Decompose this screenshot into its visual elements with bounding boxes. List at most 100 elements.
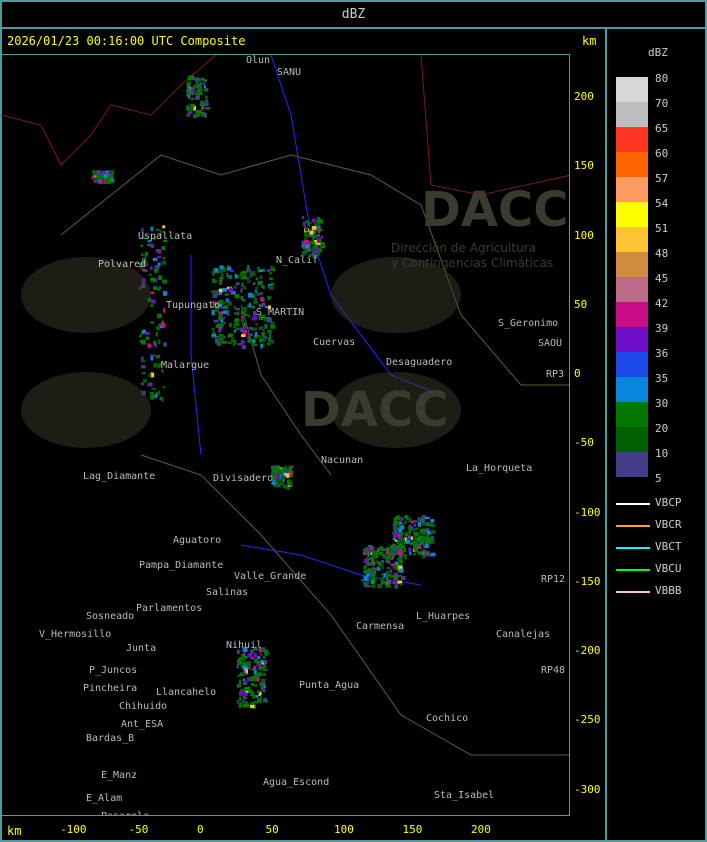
echo-pixel bbox=[220, 269, 223, 272]
echo-pixel bbox=[415, 542, 418, 546]
echo-pixel bbox=[391, 546, 396, 550]
legend-value: 57 bbox=[655, 172, 669, 185]
echo-pixel bbox=[141, 253, 144, 257]
echo-pixel bbox=[237, 675, 240, 678]
echo-pixel bbox=[248, 689, 253, 693]
echo-pixel bbox=[161, 369, 164, 373]
echo-pixel bbox=[157, 364, 161, 369]
echo-pixel bbox=[234, 318, 240, 323]
echo-pixel bbox=[422, 553, 426, 559]
echo-pixel bbox=[392, 531, 395, 535]
echo-pixel bbox=[106, 170, 109, 173]
echo-pixel bbox=[425, 522, 430, 526]
echo-pixel bbox=[378, 551, 383, 555]
echo-pixel bbox=[222, 335, 226, 339]
echo-pixel bbox=[248, 292, 253, 298]
echo-pixel bbox=[156, 325, 161, 331]
echo-pixel bbox=[258, 691, 262, 697]
echo-pixel bbox=[386, 559, 389, 563]
echo-pixel bbox=[239, 691, 244, 696]
echo-pixel bbox=[377, 583, 383, 589]
y-tick-label: -100 bbox=[574, 505, 601, 519]
place-label: Malargue bbox=[161, 360, 210, 371]
echo-pixel bbox=[155, 355, 161, 359]
echo-pixel bbox=[380, 559, 385, 564]
echo-pixel bbox=[253, 334, 258, 339]
echo-pixel bbox=[233, 329, 236, 333]
echo-pixel bbox=[404, 532, 409, 537]
echo-pixel bbox=[152, 340, 157, 346]
echo-pixel bbox=[242, 286, 247, 290]
echo-pixel bbox=[381, 564, 384, 569]
echo-pixel bbox=[228, 333, 233, 338]
echo-pixel bbox=[282, 474, 287, 477]
echo-pixel bbox=[389, 569, 393, 574]
echo-pixel bbox=[381, 554, 384, 557]
echo-pixel bbox=[91, 176, 96, 179]
echo-pixel bbox=[421, 520, 426, 524]
echo-pixel bbox=[233, 305, 237, 309]
echo-pixel bbox=[425, 528, 430, 533]
echo-pixel bbox=[315, 242, 321, 245]
echo-pixel bbox=[161, 322, 166, 328]
legend-swatch bbox=[616, 452, 648, 477]
echo-pixel bbox=[250, 682, 254, 686]
x-tick-label: -100 bbox=[60, 823, 87, 836]
echo-pixel bbox=[385, 547, 390, 551]
echo-pixel bbox=[101, 170, 107, 175]
echo-pixel bbox=[251, 271, 256, 277]
echo-pixel bbox=[252, 339, 256, 343]
echo-pixel bbox=[275, 479, 279, 484]
echo-pixel bbox=[238, 703, 241, 709]
echo-pixel bbox=[214, 336, 219, 339]
echo-pixel bbox=[263, 668, 268, 671]
country-border bbox=[1, 55, 569, 196]
radar-arrow-icon bbox=[616, 503, 650, 505]
echo-pixel bbox=[417, 545, 422, 549]
echo-pixel bbox=[244, 703, 248, 708]
echo-pixel bbox=[144, 269, 148, 273]
echo-pixel bbox=[254, 332, 258, 336]
echo-pixel bbox=[230, 290, 236, 295]
echo-pixel bbox=[242, 704, 246, 708]
echo-pixel bbox=[150, 304, 154, 307]
echo-pixel bbox=[219, 299, 224, 305]
echo-pixel bbox=[247, 687, 250, 692]
echo-pixel bbox=[97, 170, 102, 174]
radar-arrow-icon bbox=[616, 547, 650, 549]
echo-pixel bbox=[410, 520, 414, 524]
legend-value: 30 bbox=[655, 397, 669, 410]
echo-pixel bbox=[366, 584, 371, 588]
echo-pixel bbox=[99, 179, 103, 185]
echo-pixel bbox=[195, 109, 198, 114]
echo-pixel bbox=[195, 81, 199, 85]
echo-pixel bbox=[217, 330, 222, 333]
echo-pixel bbox=[204, 102, 209, 106]
echo-pixel bbox=[275, 473, 280, 479]
echo-pixel bbox=[214, 268, 219, 273]
echo-pixel bbox=[430, 536, 435, 541]
echo-pixel bbox=[423, 551, 428, 556]
legend-panel bbox=[605, 27, 707, 842]
echo-pixel bbox=[389, 557, 394, 560]
echo-pixel bbox=[422, 530, 426, 534]
place-label: RP3 bbox=[546, 369, 565, 380]
echo-pixel bbox=[220, 272, 224, 278]
echo-pixel bbox=[194, 78, 200, 82]
echo-pixel bbox=[235, 328, 240, 331]
echo-pixel bbox=[233, 285, 237, 289]
echo-pixel bbox=[376, 566, 380, 571]
echo-pixel bbox=[418, 551, 423, 555]
echo-pixel bbox=[421, 532, 426, 535]
legend-swatch bbox=[616, 177, 648, 202]
echo-pixel bbox=[227, 265, 230, 268]
echo-pixel bbox=[254, 669, 257, 674]
echo-pixel bbox=[257, 656, 261, 659]
echo-pixel bbox=[311, 237, 315, 241]
echo-pixel bbox=[376, 549, 380, 553]
echo-pixel bbox=[232, 341, 236, 346]
echo-pixel bbox=[392, 575, 397, 580]
echo-pixel bbox=[368, 562, 373, 566]
echo-pixel bbox=[257, 697, 262, 703]
radar-map[interactable]: DACC DACC Dirección de Agricultura y Con… bbox=[0, 54, 570, 816]
